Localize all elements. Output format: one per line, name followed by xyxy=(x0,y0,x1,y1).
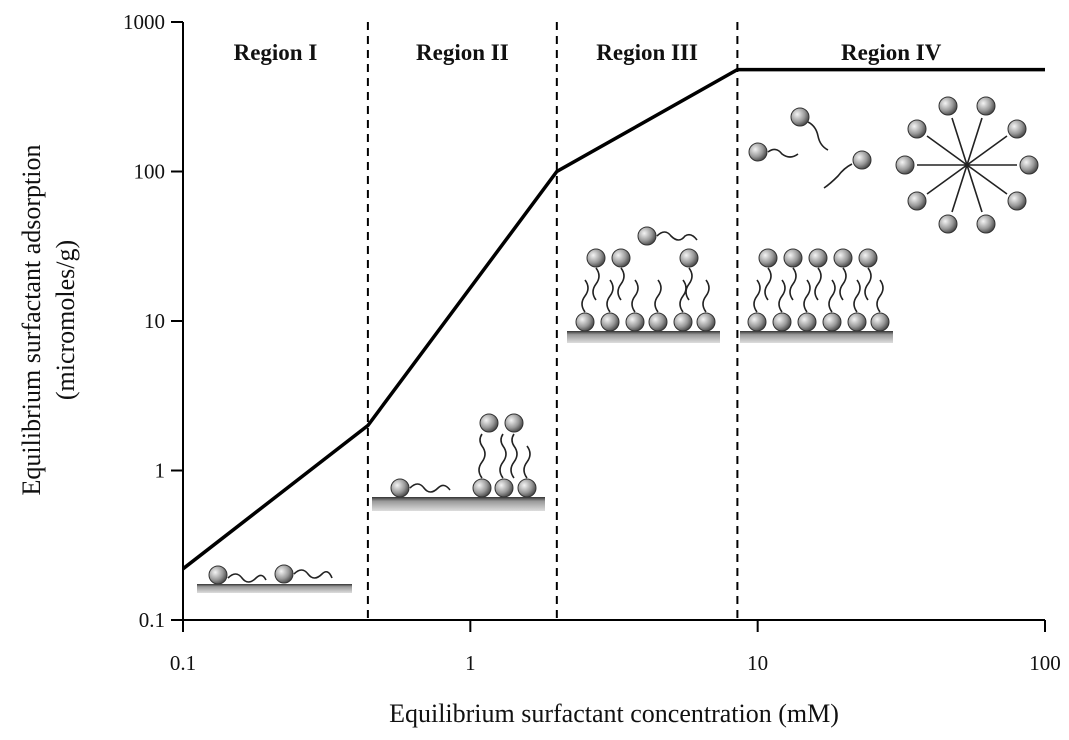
x-tick-label: 10 xyxy=(747,651,768,675)
y-tick-label: 100 xyxy=(134,160,166,184)
x-tick-label: 0.1 xyxy=(170,651,196,675)
y-tick-label: 0.1 xyxy=(139,608,165,632)
region-label: Region II xyxy=(416,40,509,65)
x-tick-label: 1 xyxy=(465,651,476,675)
region-label: Region IV xyxy=(841,40,942,65)
y-tick-label: 1 xyxy=(155,459,166,483)
y-axis-title: Equilibrium surfactant adsorption xyxy=(17,145,46,496)
y-tick-label: 10 xyxy=(144,309,165,333)
y-tick-label: 1000 xyxy=(123,10,165,34)
x-tick-label: 100 xyxy=(1029,651,1061,675)
schematics xyxy=(197,96,1039,593)
region-label: Region I xyxy=(234,40,318,65)
y-axis-title: (micromoles/g) xyxy=(51,240,80,400)
region-label: Region III xyxy=(596,40,698,65)
x-axis-title: Equilibrium surfactant concentration (mM… xyxy=(389,699,839,728)
data-line xyxy=(181,67,1045,571)
